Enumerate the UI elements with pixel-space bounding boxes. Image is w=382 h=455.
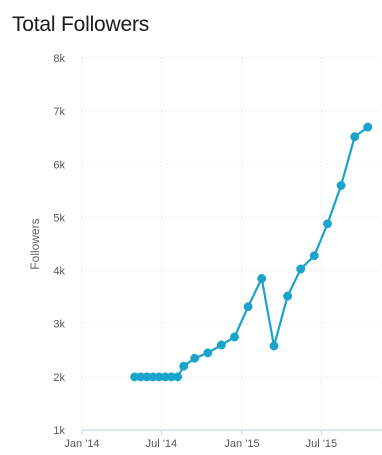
y-tick-label: 8k [53, 53, 65, 65]
data-point[interactable] [296, 264, 306, 274]
data-point[interactable] [243, 302, 253, 312]
x-tick-label: Jul '15 [306, 438, 337, 450]
data-point[interactable] [309, 251, 319, 261]
y-tick-label: 2k [53, 372, 65, 384]
chart-title: Total Followers [12, 13, 150, 36]
grid-lines [81, 57, 382, 430]
data-point[interactable] [203, 348, 213, 358]
data-point[interactable] [269, 341, 279, 351]
data-point[interactable] [216, 340, 226, 350]
series-group [130, 122, 373, 382]
y-axis-title: Followers [28, 218, 42, 269]
data-point[interactable] [230, 332, 239, 342]
y-tick-label: 7k [53, 106, 65, 118]
data-point[interactable] [350, 132, 360, 142]
data-point[interactable] [336, 181, 346, 190]
data-point[interactable] [190, 353, 200, 363]
x-tick-label: Jul '14 [146, 438, 177, 450]
data-point[interactable] [283, 291, 293, 301]
y-tick-label: 1k [53, 425, 65, 437]
y-tick-label: 6k [53, 159, 65, 171]
y-tick-label: 5k [53, 212, 65, 224]
data-point[interactable] [173, 372, 183, 382]
data-point[interactable] [363, 122, 373, 132]
data-point[interactable] [179, 361, 189, 371]
x-tick-label: Jan '15 [224, 438, 259, 450]
y-tick-label: 3k [53, 319, 65, 331]
x-tick-label: Jan '14 [64, 438, 99, 450]
y-tick-label: 4k [53, 266, 65, 278]
x-axis-tick-labels: Jan '14 Jul '14 Jan '15 Jul '15 [64, 438, 337, 450]
y-axis-tick-labels: 1k 2k 3k 4k 5k 6k 7k 8k [53, 53, 65, 437]
data-point[interactable] [257, 274, 267, 283]
series-line [133, 125, 369, 378]
axes [81, 429, 382, 435]
data-point[interactable] [323, 219, 332, 229]
